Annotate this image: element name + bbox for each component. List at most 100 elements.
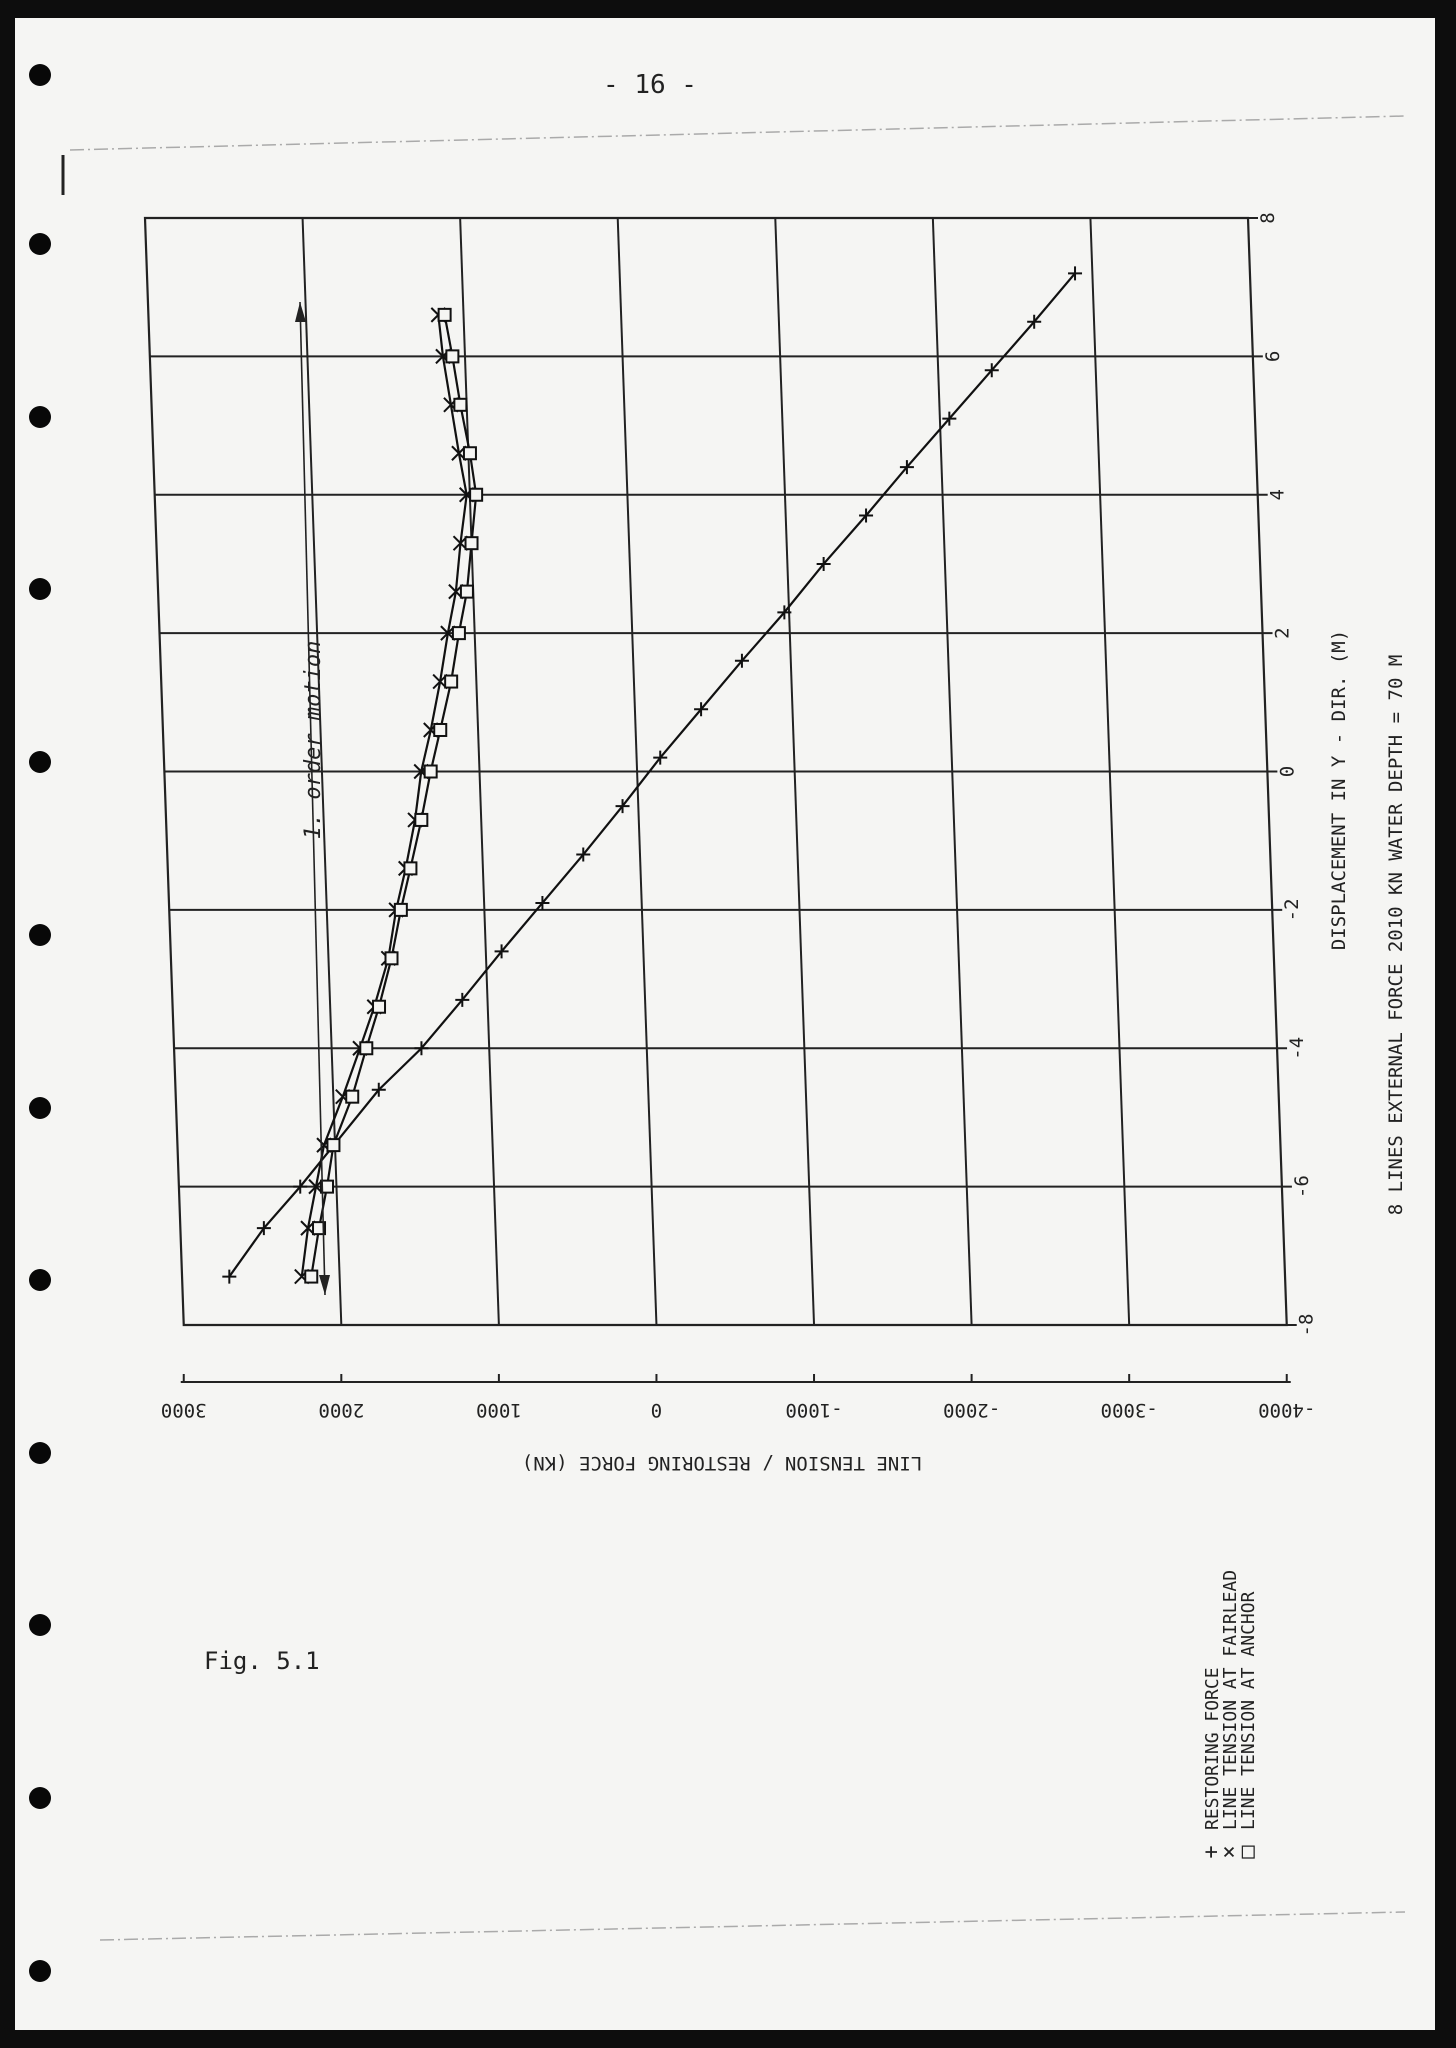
legend-label: LINE TENSION AT ANCHOR (1238, 1591, 1259, 1830)
data-point-plus (734, 653, 749, 668)
axis-ticks: 3000 2000 1000 0 -1000 -2000 -3000 -4000 -8 -6 -4 -… (161, 212, 1318, 1421)
x-tick-label: -2 (1281, 898, 1303, 921)
y-tick-label: 1000 (476, 1399, 522, 1421)
page-number: - 16 - (603, 70, 697, 100)
data-point-plus (615, 799, 630, 814)
data-point-square (384, 951, 399, 966)
data-point-square (437, 307, 452, 322)
series-plus (222, 266, 1083, 1284)
data-point-plus (653, 750, 668, 765)
x-tick-label: 2 (1272, 627, 1294, 638)
arrowhead-up (295, 302, 306, 322)
footer-rule (99, 1911, 1406, 1941)
motion-range-arrow (299, 301, 326, 1296)
data-point-square (414, 812, 429, 827)
x-axis-label: DISPLACEMENT IN Y - DIR. (M) (1328, 630, 1350, 950)
figure-caption: Fig. 5.1 (204, 1647, 320, 1675)
y-tick-label: 3000 (161, 1399, 207, 1421)
legend-label: LINE TENSION AT FAIRLEAD (1220, 1570, 1241, 1830)
punch-hole (29, 578, 51, 600)
data-point-square (459, 584, 474, 599)
x-tick-label: 0 (1276, 766, 1298, 777)
data-point-square (445, 349, 460, 364)
data-point-square (464, 536, 479, 551)
data-point-plus (859, 508, 874, 523)
gridline-v (616, 217, 658, 1326)
x-tick-label: 6 (1262, 351, 1284, 362)
data-point-plus (942, 411, 957, 426)
data-point-plus (816, 556, 831, 571)
data-point-square (372, 999, 387, 1014)
data-point-square (359, 1041, 374, 1056)
data-point-square (469, 487, 484, 502)
data-point-plus (984, 363, 999, 378)
punch-hole (29, 1269, 51, 1291)
document-sheet (15, 18, 1435, 2030)
legend-symbol: + (1199, 1845, 1224, 1858)
x-tick-label: -4 (1286, 1037, 1308, 1060)
y-axis-label: LINE TENSION / RESTORING FORCE (KN) (522, 1452, 922, 1474)
legend: + RESTORING FORCE × LINE TENSION AT FAIRLEA… (1199, 1570, 1260, 1859)
gridline-v (774, 217, 816, 1326)
punch-hole (29, 233, 51, 255)
y-tick-label: -4000 (1258, 1399, 1315, 1421)
motion-annotation: 1. order motion (301, 641, 326, 840)
data-point-square (312, 1221, 327, 1236)
x-tick-label: -6 (1291, 1175, 1313, 1198)
series-square (304, 307, 484, 1284)
punch-hole (29, 64, 51, 86)
data-point-square (304, 1269, 319, 1284)
y-tick-label: -1000 (785, 1399, 842, 1421)
data-point-square (453, 397, 468, 412)
gridline-v (931, 217, 973, 1326)
data-point-plus (576, 847, 591, 862)
data-point-square (345, 1089, 360, 1104)
data-point-plus (694, 702, 709, 717)
data-point-plus (777, 605, 792, 620)
series-line (228, 272, 1076, 1278)
data-point-plus (899, 460, 914, 475)
data-point-square (444, 674, 459, 689)
gridline-v (1089, 217, 1131, 1326)
data-point-square (423, 764, 438, 779)
data-point-square (326, 1138, 341, 1153)
series-line (300, 314, 468, 1277)
legend-symbol: × (1217, 1845, 1242, 1858)
data-point-plus (293, 1179, 308, 1194)
x-tick-label: 4 (1267, 489, 1289, 500)
data-point-plus (222, 1269, 237, 1284)
punch-hole (29, 751, 51, 773)
data-point-plus (1068, 266, 1083, 281)
data-point-square (393, 902, 408, 917)
y-tick-label: -2000 (943, 1399, 1000, 1421)
plot-series (222, 266, 1083, 1285)
data-point-plus (535, 895, 550, 910)
data-point-plus (371, 1082, 386, 1097)
punch-hole (29, 1787, 51, 1809)
arrowhead-down (319, 1275, 330, 1295)
info-line: 8 LINES EXTERNAL FORCE 2010 KN WATER DEP… (1385, 655, 1407, 1216)
punch-hole (29, 1097, 51, 1119)
series-line (310, 314, 478, 1277)
data-point-plus (414, 1041, 429, 1056)
data-point-plus (455, 992, 470, 1007)
annotation: 1. order motion (295, 301, 330, 1296)
punch-hole (29, 1442, 51, 1464)
x-tick-label: 8 (1257, 212, 1279, 223)
data-point-square (320, 1179, 335, 1194)
y-tick-label: 0 (651, 1399, 662, 1421)
punch-hole (29, 924, 51, 946)
data-point-square (451, 626, 466, 641)
punch-hole (29, 1960, 51, 1982)
legend-label: RESTORING FORCE (1202, 1667, 1223, 1830)
header-rule (69, 115, 1406, 151)
data-point-plus (1027, 314, 1042, 329)
punch-hole (29, 406, 51, 428)
legend-symbol: □ (1235, 1845, 1260, 1859)
data-point-square (403, 861, 418, 876)
data-point-plus (494, 944, 509, 959)
punch-hole (29, 1614, 51, 1636)
data-point-square (462, 446, 477, 461)
x-tick-label: -8 (1296, 1314, 1318, 1337)
